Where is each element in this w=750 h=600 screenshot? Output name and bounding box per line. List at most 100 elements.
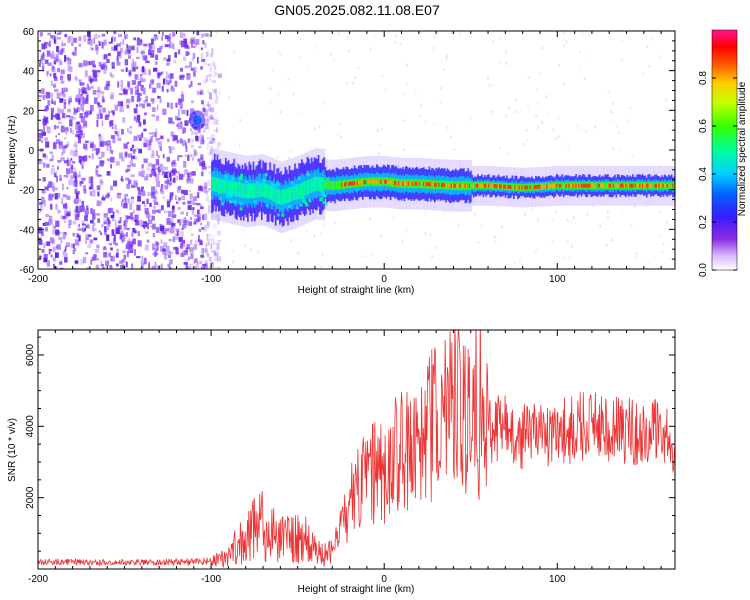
faint-cell bbox=[499, 36, 502, 40]
noise-cell bbox=[51, 101, 55, 104]
noise-cell bbox=[108, 252, 112, 257]
noise-cell bbox=[74, 208, 77, 214]
noise-cell bbox=[126, 168, 131, 172]
noise-cell bbox=[204, 182, 208, 189]
noise-cell bbox=[213, 129, 218, 132]
noise-cell bbox=[64, 256, 68, 263]
noise-cell bbox=[196, 203, 201, 206]
band-ridge bbox=[554, 183, 557, 188]
noise-cell bbox=[208, 166, 213, 169]
band-ridge bbox=[481, 183, 484, 188]
noise-cell bbox=[91, 256, 94, 261]
band-ridge bbox=[547, 184, 550, 189]
noise-cell bbox=[208, 256, 212, 262]
faint-cell bbox=[424, 212, 427, 216]
noise-cell bbox=[137, 81, 142, 86]
band-ridge bbox=[399, 181, 402, 186]
band-ridge bbox=[589, 183, 592, 188]
noise-cell bbox=[42, 177, 46, 182]
x-tick-label: -200 bbox=[28, 574, 48, 585]
noise-cell bbox=[151, 266, 155, 269]
band-ridge bbox=[429, 182, 432, 187]
band-core bbox=[242, 183, 245, 199]
noise-cell bbox=[92, 144, 97, 151]
noise-cell bbox=[127, 198, 130, 204]
noise-cell bbox=[68, 219, 72, 225]
noise-cell bbox=[205, 242, 210, 246]
noise-cell bbox=[212, 117, 218, 125]
noise-cell bbox=[120, 179, 124, 182]
noise-cell bbox=[193, 214, 197, 217]
x-tick-label: 100 bbox=[549, 574, 566, 585]
noise-cell bbox=[112, 218, 115, 222]
noise-cell bbox=[50, 80, 53, 86]
noise-cell bbox=[159, 45, 163, 49]
faint-cell bbox=[589, 54, 592, 58]
noise-cell bbox=[201, 160, 205, 167]
noise-cell bbox=[137, 92, 142, 96]
band-core bbox=[284, 189, 287, 204]
faint-cell bbox=[525, 129, 528, 132]
noise-cell bbox=[171, 222, 176, 227]
noise-cell bbox=[217, 218, 220, 225]
noise-cell bbox=[48, 215, 53, 220]
noise-cell bbox=[78, 171, 81, 175]
noise-cell bbox=[218, 141, 222, 147]
band-core bbox=[240, 183, 243, 198]
noise-cell bbox=[38, 90, 41, 94]
noise-cell bbox=[109, 145, 112, 153]
noise-cell bbox=[75, 133, 80, 138]
band-ridge bbox=[403, 181, 406, 186]
faint-cell bbox=[606, 243, 608, 247]
faint-cell bbox=[211, 237, 214, 241]
noise-cell bbox=[130, 87, 133, 95]
noise-cell bbox=[123, 143, 128, 149]
noise-cell bbox=[72, 232, 76, 237]
band-ridge bbox=[578, 183, 581, 188]
noise-cell bbox=[66, 157, 69, 161]
noise-cell bbox=[186, 180, 190, 184]
noise-cell bbox=[124, 233, 127, 237]
noise-cell bbox=[101, 197, 106, 201]
colorbar-tick-label: 0.4 bbox=[698, 167, 709, 181]
faint-cell bbox=[368, 217, 371, 221]
band-ridge bbox=[625, 183, 628, 188]
noise-cell bbox=[50, 98, 54, 104]
noise-cell bbox=[175, 195, 177, 201]
band-speckle bbox=[304, 201, 308, 205]
noise-cell bbox=[170, 87, 175, 92]
noise-cell bbox=[190, 239, 193, 245]
noise-cell bbox=[90, 208, 93, 214]
noise-cell bbox=[127, 179, 132, 185]
faint-cell bbox=[492, 82, 495, 86]
noise-cell bbox=[39, 32, 43, 37]
noise-cell bbox=[55, 139, 60, 144]
noise-cell bbox=[44, 137, 48, 141]
noise-cell bbox=[120, 79, 124, 87]
noise-cell bbox=[126, 141, 129, 145]
noise-cell bbox=[152, 209, 156, 214]
noise-cell bbox=[190, 144, 194, 148]
band-ridge bbox=[363, 180, 366, 185]
noise-cell bbox=[109, 243, 112, 246]
noise-cell bbox=[60, 236, 63, 244]
band-core bbox=[328, 180, 331, 190]
faint-cell bbox=[261, 35, 264, 39]
faint-cell bbox=[419, 114, 422, 117]
noise-cell bbox=[136, 89, 139, 95]
noise-cell bbox=[189, 178, 194, 184]
noise-cell bbox=[133, 37, 136, 41]
noise-cell bbox=[207, 210, 213, 214]
noise-cell bbox=[185, 247, 188, 253]
band-speckle bbox=[248, 187, 252, 191]
noise-cell bbox=[70, 166, 73, 174]
noise-cell bbox=[159, 245, 164, 252]
faint-cell bbox=[431, 255, 434, 259]
band-ridge bbox=[634, 183, 637, 188]
noise-cell bbox=[126, 228, 130, 231]
snr-series-line bbox=[38, 330, 675, 569]
noise-cell bbox=[127, 50, 130, 55]
noise-cell bbox=[77, 228, 82, 231]
noise-cell bbox=[85, 213, 88, 217]
noise-cell bbox=[40, 56, 44, 59]
